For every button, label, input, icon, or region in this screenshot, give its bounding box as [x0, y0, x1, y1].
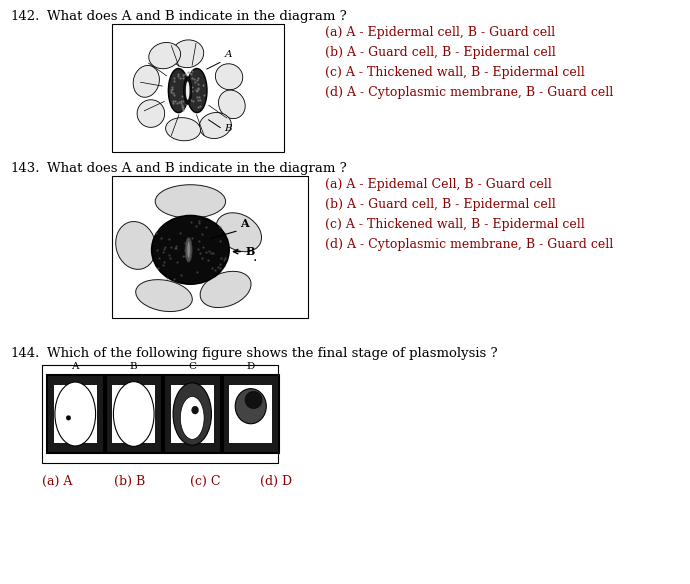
Text: What does A and B indicate in the diagram ?: What does A and B indicate in the diagra… [47, 10, 347, 23]
Text: 144.: 144. [10, 347, 39, 360]
Ellipse shape [192, 406, 199, 414]
Ellipse shape [55, 382, 96, 446]
Text: (a) A: (a) A [42, 475, 72, 488]
Ellipse shape [235, 388, 266, 424]
Text: C: C [188, 362, 196, 371]
Text: .: . [253, 250, 257, 264]
Ellipse shape [155, 185, 226, 218]
Bar [229, 385, 273, 443]
Ellipse shape [133, 65, 159, 98]
Text: 143.: 143. [10, 162, 39, 175]
Text: B: B [130, 362, 137, 371]
Ellipse shape [185, 238, 192, 262]
Text: (b) A - Guard cell, B - Epidermal cell: (b) A - Guard cell, B - Epidermal cell [325, 46, 555, 59]
Bar [42, 365, 278, 463]
Text: (a) A - Epidermal cell, B - Guard cell: (a) A - Epidermal cell, B - Guard cell [325, 26, 555, 39]
Ellipse shape [116, 221, 156, 269]
Text: 142.: 142. [10, 10, 39, 23]
Ellipse shape [166, 117, 201, 141]
Ellipse shape [173, 383, 211, 445]
Text: Which of the following figure shows the final stage of plasmolysis ?: Which of the following figure shows the … [47, 347, 497, 360]
Ellipse shape [199, 113, 231, 138]
Ellipse shape [137, 100, 165, 127]
Text: (c) A - Thickened wall, B - Epidermal cell: (c) A - Thickened wall, B - Epidermal ce… [325, 218, 584, 231]
Bar [222, 375, 279, 453]
Ellipse shape [172, 40, 204, 68]
Text: A: A [224, 50, 232, 60]
Text: What does A and B indicate in the diagram ?: What does A and B indicate in the diagra… [47, 162, 347, 175]
Text: A: A [241, 218, 249, 229]
Ellipse shape [215, 64, 243, 90]
Bar [47, 375, 104, 453]
Bar [112, 385, 155, 443]
Ellipse shape [136, 280, 193, 311]
Ellipse shape [187, 68, 207, 113]
Text: B: B [246, 246, 255, 257]
Bar [112, 24, 284, 152]
Text: (d) A - Cytoplasmic membrane, B - Guard cell: (d) A - Cytoplasmic membrane, B - Guard … [325, 86, 613, 99]
Bar [106, 375, 162, 453]
Bar [112, 176, 308, 318]
Ellipse shape [186, 81, 190, 100]
Ellipse shape [66, 416, 71, 420]
Ellipse shape [245, 391, 262, 409]
Ellipse shape [180, 397, 204, 439]
Ellipse shape [219, 90, 245, 119]
Text: (d) A - Cytoplasmic membrane, B - Guard cell: (d) A - Cytoplasmic membrane, B - Guard … [325, 238, 613, 251]
Text: (b) A - Guard cell, B - Epidermal cell: (b) A - Guard cell, B - Epidermal cell [325, 198, 555, 211]
Ellipse shape [200, 272, 251, 308]
Bar [164, 375, 221, 453]
Ellipse shape [184, 77, 192, 105]
Bar [171, 385, 214, 443]
Ellipse shape [168, 68, 188, 113]
Text: (c) C: (c) C [190, 475, 221, 488]
Text: (b) B: (b) B [114, 475, 146, 488]
Text: (c) A - Thickened wall, B - Epidermal cell: (c) A - Thickened wall, B - Epidermal ce… [325, 66, 584, 79]
Text: A: A [72, 362, 79, 371]
Text: B: B [224, 124, 232, 133]
Ellipse shape [152, 215, 229, 284]
Ellipse shape [216, 213, 262, 252]
Ellipse shape [113, 381, 154, 446]
Ellipse shape [149, 43, 181, 69]
Text: (a) A - Epidemal Cell, B - Guard cell: (a) A - Epidemal Cell, B - Guard cell [325, 178, 552, 191]
Ellipse shape [187, 242, 190, 258]
Text: (d) D: (d) D [260, 475, 292, 488]
Bar [54, 385, 97, 443]
Text: D: D [246, 362, 255, 371]
